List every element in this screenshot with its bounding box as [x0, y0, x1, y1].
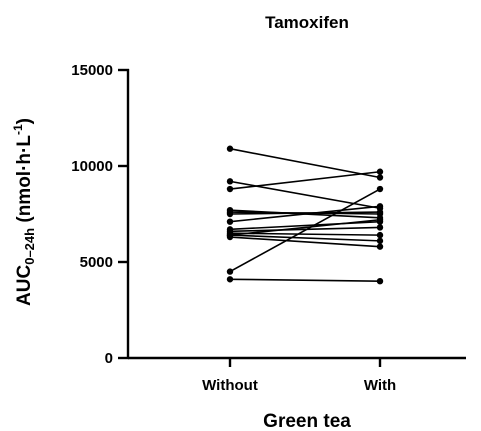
pair-line [229, 188, 381, 273]
y-tick-label: 15000 [71, 62, 113, 79]
point-without [226, 233, 234, 241]
point-without [226, 268, 234, 275]
pair-line [229, 236, 381, 248]
chart-title: Tamoxifen [265, 13, 349, 32]
pair-line [229, 226, 381, 233]
pair-line [229, 278, 381, 282]
y-axis-label: AUC0–24h (nmol·h·L-1) [11, 118, 37, 306]
pair-line [229, 211, 381, 215]
y-tick-label: 5000 [80, 254, 113, 271]
point-without [226, 210, 234, 218]
y-axis-label-units: (nmol·h·L [14, 135, 35, 228]
pair-line [229, 147, 381, 179]
point-with [376, 243, 384, 250]
y-tick-label: 0 [105, 350, 113, 367]
point-without [226, 145, 234, 152]
y-axis-label-units-close: ) [14, 118, 35, 124]
x-axis: Without With [128, 356, 466, 394]
point-without [226, 218, 234, 225]
point-with [376, 174, 384, 181]
point-with [376, 278, 384, 285]
pair-line [229, 218, 381, 236]
point-with [376, 237, 384, 245]
point-without [226, 276, 234, 283]
point-with [376, 185, 384, 193]
pair-line [229, 170, 381, 190]
point-without [226, 185, 234, 193]
x-tick-label: With [364, 377, 396, 394]
x-axis-label: Green tea [263, 411, 351, 431]
pair-line [229, 180, 381, 210]
x-tick-label: Without [202, 377, 258, 394]
y-axis: 0 5000 10000 15000 [71, 62, 130, 367]
point-without [226, 178, 234, 185]
y-axis-label-main: AUC [14, 265, 35, 306]
point-with [376, 224, 384, 231]
point-with [376, 216, 384, 223]
point-with [376, 168, 384, 175]
y-tick-label: 10000 [71, 158, 113, 175]
point-with [376, 208, 384, 216]
pair-line [229, 232, 381, 236]
y-axis-label-superscript: -1 [11, 124, 25, 135]
point-with [376, 231, 384, 239]
pair-line [229, 234, 381, 242]
point-with [376, 203, 384, 210]
y-axis-label-subscript: 0–24h [22, 228, 37, 265]
pair-line [229, 205, 381, 223]
plot-area [226, 145, 384, 285]
